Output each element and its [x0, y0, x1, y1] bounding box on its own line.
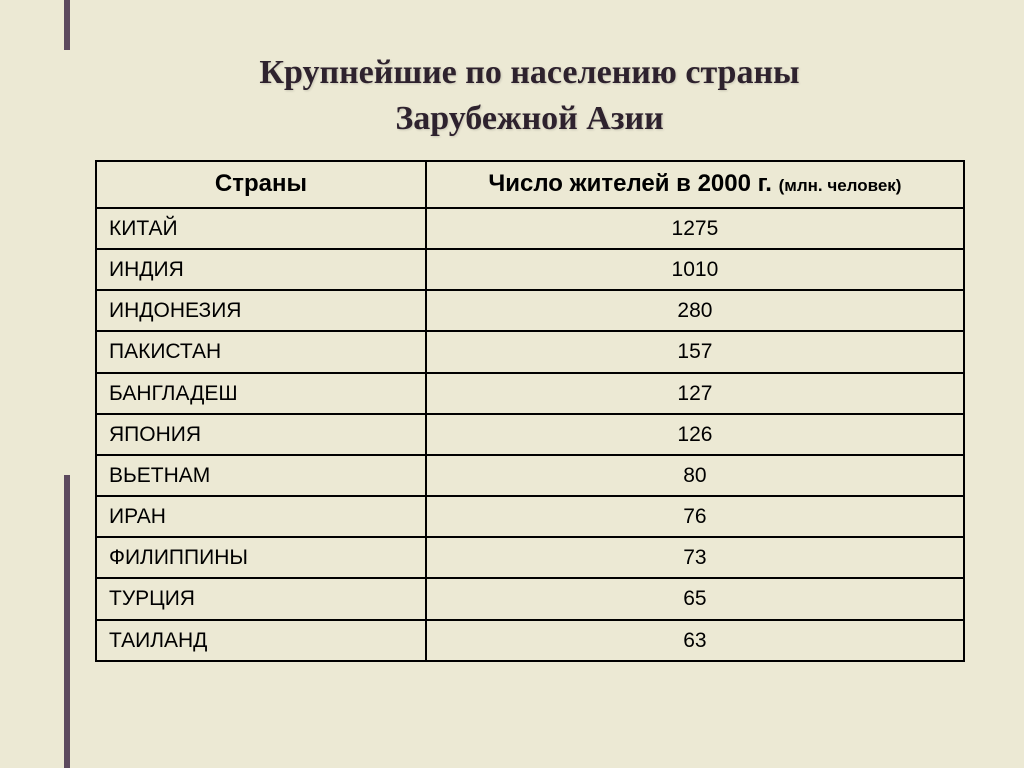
- table-body: КИТАЙ 1275 ИНДИЯ 1010 ИНДОНЕЗИЯ 280 ПАКИ…: [96, 208, 964, 661]
- table-row: ЯПОНИЯ 126: [96, 414, 964, 455]
- column-header-population-sub: (млн. человек): [779, 176, 902, 195]
- accent-bar-top: [64, 0, 70, 50]
- title-line-2: Зарубежной Азии: [95, 96, 964, 142]
- accent-bar-bottom: [64, 475, 70, 768]
- country-cell: ТУРЦИЯ: [96, 578, 426, 619]
- country-cell: ПАКИСТАН: [96, 331, 426, 372]
- table-row: КИТАЙ 1275: [96, 208, 964, 249]
- value-cell: 126: [426, 414, 964, 455]
- country-cell: КИТАЙ: [96, 208, 426, 249]
- country-cell: ВЬЕТНАМ: [96, 455, 426, 496]
- country-cell: ИНДИЯ: [96, 249, 426, 290]
- value-cell: 280: [426, 290, 964, 331]
- value-cell: 1010: [426, 249, 964, 290]
- column-header-country-label: Страны: [215, 170, 307, 197]
- column-header-country: Страны: [96, 161, 426, 208]
- table-row: ТУРЦИЯ 65: [96, 578, 964, 619]
- value-cell: 73: [426, 537, 964, 578]
- table-row: БАНГЛАДЕШ 127: [96, 373, 964, 414]
- population-table: Страны Число жителей в 2000 г. (млн. чел…: [95, 160, 965, 662]
- title-line-1: Крупнейшие по населению страны: [95, 50, 964, 96]
- table-row: ТАИЛАНД 63: [96, 620, 964, 661]
- table-header-row: Страны Число жителей в 2000 г. (млн. чел…: [96, 161, 964, 208]
- country-cell: ИНДОНЕЗИЯ: [96, 290, 426, 331]
- column-header-population-main: Число жителей в 2000 г.: [488, 170, 772, 197]
- value-cell: 80: [426, 455, 964, 496]
- country-cell: БАНГЛАДЕШ: [96, 373, 426, 414]
- value-cell: 76: [426, 496, 964, 537]
- value-cell: 1275: [426, 208, 964, 249]
- table-row: ПАКИСТАН 157: [96, 331, 964, 372]
- slide-title: Крупнейшие по населению страны Зарубежно…: [95, 50, 964, 142]
- value-cell: 157: [426, 331, 964, 372]
- country-cell: ТАИЛАНД: [96, 620, 426, 661]
- table-row: ИНДИЯ 1010: [96, 249, 964, 290]
- table-row: ВЬЕТНАМ 80: [96, 455, 964, 496]
- table-row: ИРАН 76: [96, 496, 964, 537]
- value-cell: 63: [426, 620, 964, 661]
- country-cell: ЯПОНИЯ: [96, 414, 426, 455]
- table-row: ИНДОНЕЗИЯ 280: [96, 290, 964, 331]
- column-header-population: Число жителей в 2000 г. (млн. человек): [426, 161, 964, 208]
- country-cell: ИРАН: [96, 496, 426, 537]
- value-cell: 127: [426, 373, 964, 414]
- value-cell: 65: [426, 578, 964, 619]
- country-cell: ФИЛИППИНЫ: [96, 537, 426, 578]
- population-table-container: Страны Число жителей в 2000 г. (млн. чел…: [95, 160, 965, 662]
- table-row: ФИЛИППИНЫ 73: [96, 537, 964, 578]
